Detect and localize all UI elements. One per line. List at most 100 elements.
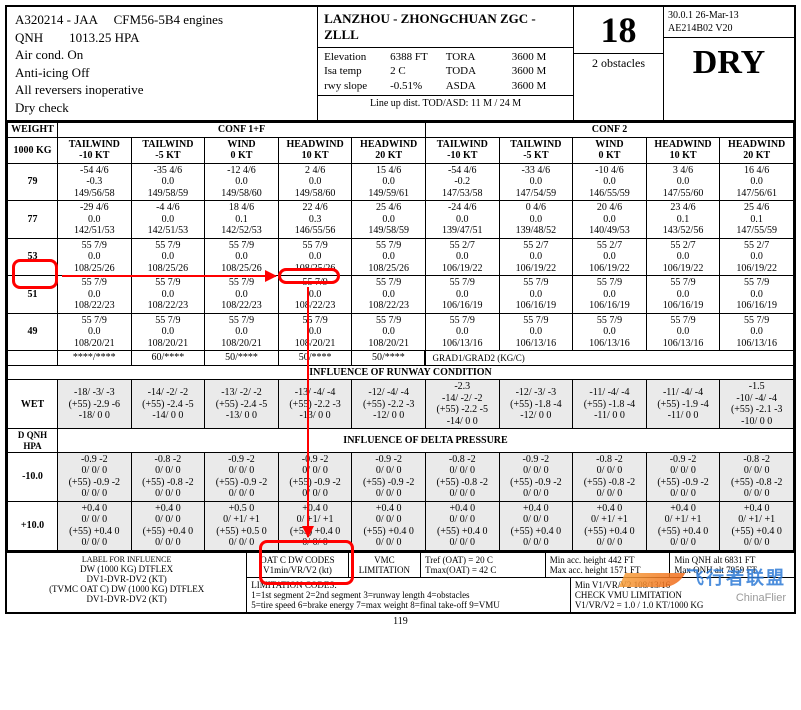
perf-cell: 55 7/9 0.0 108/20/21	[58, 313, 132, 351]
wind-col: HEADWIND 10 KT	[278, 137, 352, 163]
perf-cell: 2 4/6 0.0 149/58/60	[278, 163, 352, 201]
dq-cell: +0.4 0 0/ 0/ 0 (+55) +0.4 0 0/ 0/ 0	[425, 501, 499, 550]
hdr-line: Anti-icing Off	[15, 64, 309, 82]
dq-cell: -0.8 -2 0/ 0/ 0 (+55) -0.8 -2 0/ 0/ 0	[131, 452, 205, 501]
wet-cell: -12/ -4/ -4 (+55) -2.2 -3 -12/ 0 0	[352, 380, 426, 429]
perf-cell: -54 4/6 -0.2 147/53/58	[425, 163, 499, 201]
k: ASDA	[446, 79, 506, 93]
perf-cell: 20 4/6 0.0 140/49/53	[573, 201, 647, 239]
wet-cell: -1.5 -10/ -4/ -4 (+55) -2.1 -3 -10/ 0 0	[720, 380, 794, 429]
perf-cell: 55 7/9 0.0 108/25/26	[205, 238, 279, 276]
perf-cell: 55 7/9 0.0 106/16/19	[646, 276, 720, 314]
weight-row-label: 49	[8, 313, 58, 351]
perf-cell: 55 2/7 0.0 106/19/22	[573, 238, 647, 276]
lim-title: LIMITATION CODES:	[251, 580, 566, 590]
perf-cell: 55 7/9 0.0 108/22/23	[352, 276, 426, 314]
perf-cell: 3 4/6 0.0 147/55/60	[646, 163, 720, 201]
v: -0.51%	[390, 79, 422, 93]
dqnh-row: -10.0	[8, 452, 58, 501]
perf-cell: 55 7/9 0.0 108/25/26	[352, 238, 426, 276]
dq-cell: -0.9 -2 0/ 0/ 0 (+55) -0.9 -2 0/ 0/ 0	[352, 452, 426, 501]
perf-cell: 55 7/9 0.0 108/22/23	[131, 276, 205, 314]
doc-ref: AE214B02 V20	[668, 22, 790, 35]
minv: Min V1/VR/V2 108/13/16	[575, 580, 790, 590]
wind-col: HEADWIND 20 KT	[720, 137, 794, 163]
maxacc: Max acc. height 1571 FT	[550, 565, 666, 575]
minqnh: Min QNH alt 6831 FT	[674, 555, 790, 565]
perf-cell: 55 7/9 0.0 106/16/19	[425, 276, 499, 314]
perf-cell: 18 4/6 0.1 142/52/53	[205, 201, 279, 239]
weight-row-label: 77	[8, 201, 58, 239]
minacc: Min acc. height 442 FT	[550, 555, 666, 565]
vmc-title: VMC LIMITATION	[349, 553, 421, 577]
performance-table: WEIGHT CONF 1+F CONF 2 1000 KG TAILWIND …	[7, 122, 794, 551]
wind-col: WIND 0 KT	[573, 137, 647, 163]
dqnh-row: +10.0	[8, 501, 58, 550]
dq-cell: +0.4 0 0/ +1/ +1 (+55) +0.4 0 0/ 0/ 0	[573, 501, 647, 550]
rwy-cond-header: INFLUENCE OF RUNWAY CONDITION	[8, 365, 794, 380]
wind-col: TAILWIND -5 KT	[499, 137, 573, 163]
k: Isa temp	[324, 64, 384, 78]
weight-header: WEIGHT	[8, 123, 58, 138]
dqnh-label: D QNH HPA	[8, 429, 58, 453]
perf-cell: 55 7/9 0.0 106/16/19	[573, 276, 647, 314]
perf-cell: 55 7/9 0.0 108/22/23	[205, 276, 279, 314]
corr: V1/VR/V2 = 1.0 / 1.0 KT/1000 KG	[575, 600, 790, 610]
perf-cell: -33 4/6 0.0 147/54/59	[499, 163, 573, 201]
wet-cell: -18/ -3/ -3 (+55) -2.9 -6 -18/ 0 0	[58, 380, 132, 429]
wind-col: WIND 0 KT	[205, 137, 279, 163]
conf1-header: CONF 1+F	[58, 123, 426, 138]
perf-cell: 55 7/9 0.0 106/16/19	[499, 276, 573, 314]
wet-cell: -13/ -4/ -4 (+55) -2.2 -3 -13/ 0 0	[278, 380, 352, 429]
page-number: 119	[5, 616, 796, 627]
label-title: LABEL FOR INFLUENCE	[11, 555, 242, 564]
dq-cell: -0.9 -2 0/ 0/ 0 (+55) -0.9 -2 0/ 0/ 0	[499, 452, 573, 501]
dq-cell: -0.8 -2 0/ 0/ 0 (+55) -0.8 -2 0/ 0/ 0	[573, 452, 647, 501]
wind-col: TAILWIND -10 KT	[425, 137, 499, 163]
surface-condition: DRY	[664, 38, 794, 88]
dq-cell: +0.4 0 0/ 0/ 0 (+55) +0.4 0 0/ 0/ 0	[352, 501, 426, 550]
runway-number: 18	[574, 7, 663, 53]
v: 6388 FT	[390, 50, 428, 64]
lim-text: 1=1st segment 2=2nd segment 3=runway len…	[251, 590, 566, 610]
grad-label: GRAD1/GRAD2 (KG/C)	[425, 351, 793, 366]
label-line: (TVMC OAT C) DW (1000 KG) DTFLEX	[11, 584, 242, 594]
perf-cell: 22 4/6 0.3 146/55/56	[278, 201, 352, 239]
perf-cell: 25 4/6 0.1 147/55/59	[720, 201, 794, 239]
wet-cell: -11/ -4/ -4 (+55) -1.9 -4 -11/ 0 0	[646, 380, 720, 429]
perf-cell: -24 4/6 0.0 139/47/51	[425, 201, 499, 239]
grad-cell: 50/****	[352, 351, 426, 366]
maxqnh: Max QNH alt 7959 FT	[674, 565, 790, 575]
perf-cell: 55 7/9 0.0 108/25/26	[278, 238, 352, 276]
perf-cell: 55 2/7 0.0 106/19/22	[646, 238, 720, 276]
perf-cell: 55 2/7 0.0 106/19/22	[720, 238, 794, 276]
conf2-header: CONF 2	[425, 123, 793, 138]
label-line: DV1-DVR-DV2 (KT)	[11, 594, 242, 604]
weight-unit: 1000 KG	[8, 137, 58, 163]
wind-col: HEADWIND 10 KT	[646, 137, 720, 163]
grad-cell: 50/****	[278, 351, 352, 366]
lineup-dist: Line up dist. TOD/ASD: 11 M / 24 M	[318, 95, 573, 111]
perf-cell: 55 2/7 0.0 106/19/22	[425, 238, 499, 276]
perf-cell: 55 7/9 0.0 106/13/16	[646, 313, 720, 351]
perf-cell: -29 4/6 0.0 142/51/53	[58, 201, 132, 239]
obstacles: 2 obstacles	[574, 53, 663, 73]
perf-cell: -35 4/6 0.0 149/58/59	[131, 163, 205, 201]
v: 3600 M	[512, 50, 547, 64]
tmax: Tmax(OAT) = 42 C	[425, 565, 541, 575]
footer-section: LABEL FOR INFLUENCE DW (1000 KG) DTFLEX …	[7, 551, 794, 612]
label-line: DV1-DVR-DV2 (KT)	[11, 574, 242, 584]
wind-col: HEADWIND 20 KT	[352, 137, 426, 163]
weight-row-label: 53	[8, 238, 58, 276]
perf-cell: -4 4/6 0.0 142/51/53	[131, 201, 205, 239]
perf-cell: 55 7/9 0.0 108/20/21	[352, 313, 426, 351]
delta-p-header: INFLUENCE OF DELTA PRESSURE	[58, 429, 794, 453]
grad-cell: 50/****	[205, 351, 279, 366]
perf-cell: -12 4/6 0.0 149/58/60	[205, 163, 279, 201]
wind-col: TAILWIND -5 KT	[131, 137, 205, 163]
perf-cell: -10 4/6 0.0 146/55/59	[573, 163, 647, 201]
perf-cell: 25 4/6 0.0 149/58/59	[352, 201, 426, 239]
wet-cell: -2.3 -14/ -2/ -2 (+55) -2.2 -5 -14/ 0 0	[425, 380, 499, 429]
perf-cell: 55 7/9 0.0 108/25/26	[58, 238, 132, 276]
perf-cell: 55 7/9 0.0 106/13/16	[425, 313, 499, 351]
